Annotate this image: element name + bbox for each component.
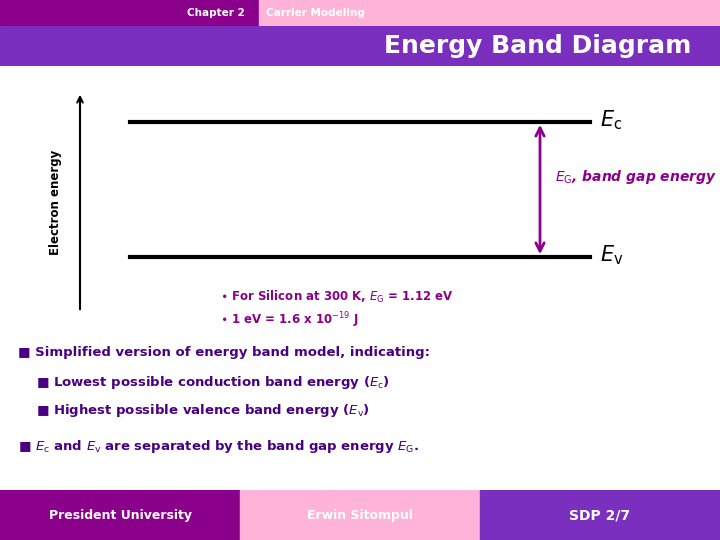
Text: Electron energy: Electron energy xyxy=(48,150,61,255)
Text: $\mathit{E}_\mathrm{G}$, band gap energy: $\mathit{E}_\mathrm{G}$, band gap energy xyxy=(555,168,717,186)
Text: $\bullet$ For Silicon at 300 K, $\mathit{E}_\mathrm{G}$ = 1.12 eV: $\bullet$ For Silicon at 300 K, $\mathit… xyxy=(220,289,454,305)
Text: President University: President University xyxy=(49,509,192,522)
Text: Chapter 2: Chapter 2 xyxy=(187,8,245,18)
Text: ■ Simplified version of energy band model, indicating:: ■ Simplified version of energy band mode… xyxy=(18,346,430,359)
Bar xyxy=(0,0,259,26)
Text: ■ Lowest possible conduction band energy ($\mathit{E}_\mathrm{c}$): ■ Lowest possible conduction band energy… xyxy=(36,374,390,390)
Text: ■ Highest possible valence band energy ($\mathit{E}_\mathrm{v}$): ■ Highest possible valence band energy (… xyxy=(36,402,370,418)
Text: $\mathit{E}_\mathrm{c}$: $\mathit{E}_\mathrm{c}$ xyxy=(600,108,622,132)
Bar xyxy=(259,0,720,26)
Text: Erwin Sitompul: Erwin Sitompul xyxy=(307,509,413,522)
Text: Carrier Modeling: Carrier Modeling xyxy=(266,8,365,18)
Text: Energy Band Diagram: Energy Band Diagram xyxy=(384,34,691,58)
Text: $\mathit{E}_\mathrm{v}$: $\mathit{E}_\mathrm{v}$ xyxy=(600,243,624,267)
Bar xyxy=(240,490,480,540)
Text: ■ $\mathit{E}_\mathrm{c}$ and $\mathit{E}_\mathrm{v}$ are separated by the band : ■ $\mathit{E}_\mathrm{c}$ and $\mathit{E… xyxy=(18,438,419,455)
Text: $\bullet$ 1 eV = 1.6 x 10$^{-19}$ J: $\bullet$ 1 eV = 1.6 x 10$^{-19}$ J xyxy=(220,310,359,330)
Bar xyxy=(480,490,720,540)
Text: SDP 2/7: SDP 2/7 xyxy=(570,508,630,522)
Bar xyxy=(0,490,240,540)
